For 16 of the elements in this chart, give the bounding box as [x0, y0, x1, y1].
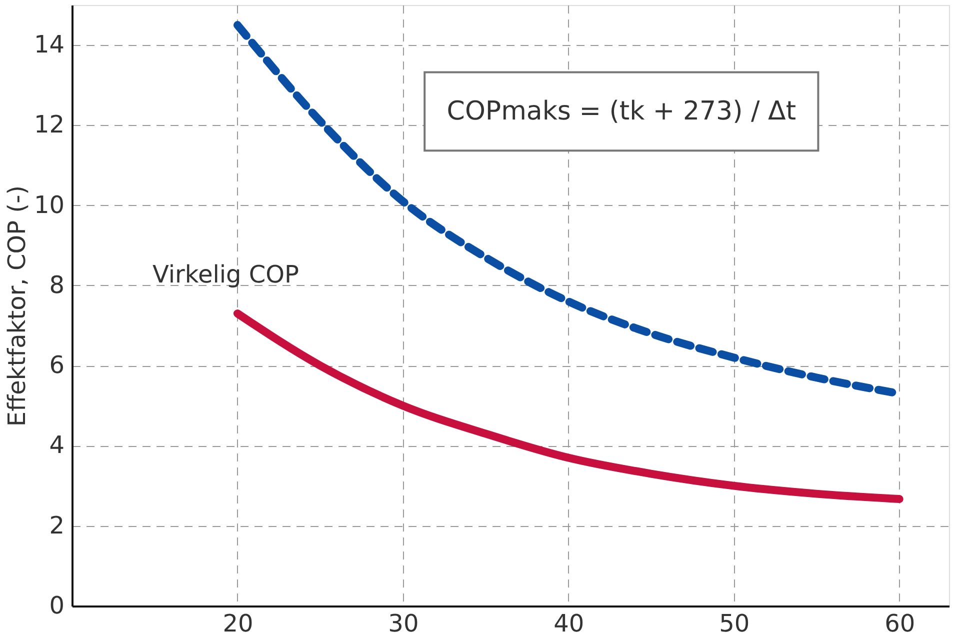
y-tick-label: 10: [34, 190, 64, 219]
x-tick-label: 40: [554, 610, 584, 638]
y-tick-label: 0: [49, 592, 64, 620]
y-axis-title: Effektfaktor, COP (-): [2, 185, 31, 427]
y-tick-label: 4: [49, 431, 64, 460]
x-tick-label: 60: [884, 610, 916, 638]
y-tick-label: 14: [34, 30, 64, 59]
y-tick-label: 2: [49, 511, 64, 540]
x-tick-label: 30: [388, 610, 419, 638]
x-tick-label: 50: [719, 610, 750, 638]
series-label: Virkelig COP: [152, 260, 300, 289]
x-tick-label: 20: [222, 610, 254, 638]
y-tick-label: 6: [49, 351, 64, 380]
y-tick-label: 12: [34, 110, 64, 139]
y-tick-label: 8: [49, 270, 64, 299]
annotation: COPmaks = (tk + 273) / Δt: [446, 96, 796, 126]
